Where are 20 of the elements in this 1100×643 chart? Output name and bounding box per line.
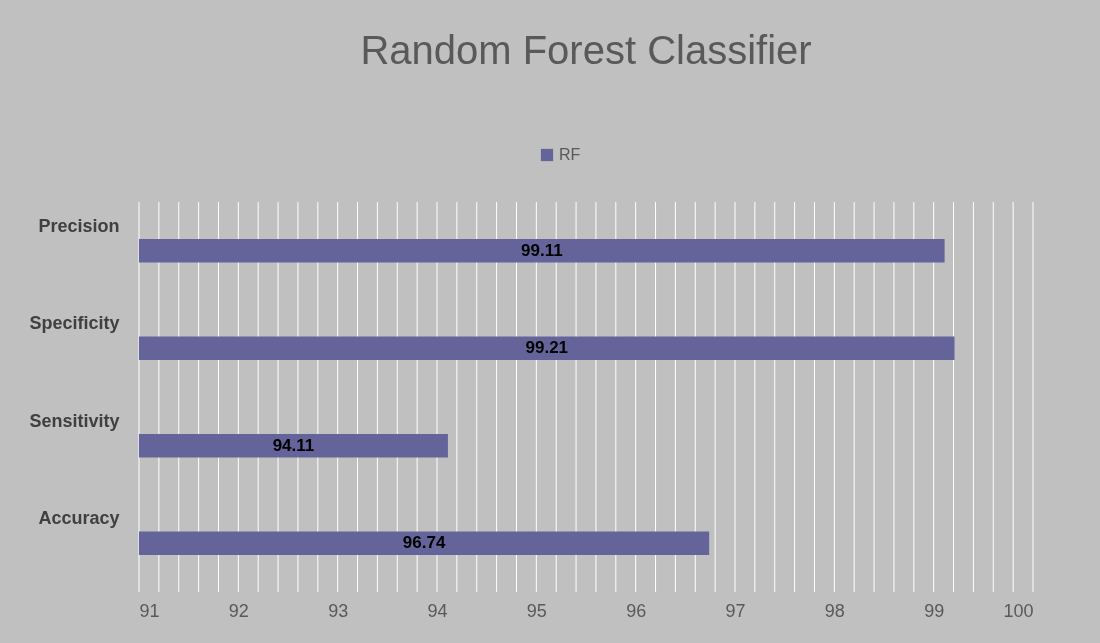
data-label: 99.21: [525, 338, 569, 358]
y-tick-label: Accuracy: [38, 508, 120, 529]
y-tick-label: Precision: [38, 215, 120, 236]
chart-title: Random Forest Classifier: [360, 28, 812, 72]
x-tick-label: 96: [626, 600, 647, 621]
x-tick-label: 100: [1003, 600, 1034, 621]
legend-label: RF: [559, 146, 581, 163]
data-label: 94.11: [272, 435, 315, 455]
x-tick-label: 95: [526, 600, 547, 621]
x-tick-label: 92: [228, 600, 249, 621]
x-tick-label: 97: [725, 600, 746, 621]
x-tick-label: 99: [924, 600, 945, 621]
y-tick-label: Specificity: [29, 313, 120, 334]
x-tick-label: 98: [824, 600, 845, 621]
data-label: 96.74: [402, 533, 446, 553]
x-tick-label: 91: [139, 600, 160, 621]
x-tick-label: 94: [427, 600, 448, 621]
data-label: 99.11: [520, 240, 563, 260]
x-tick-label: 93: [328, 600, 349, 621]
y-tick-label: Sensitivity: [29, 410, 120, 431]
